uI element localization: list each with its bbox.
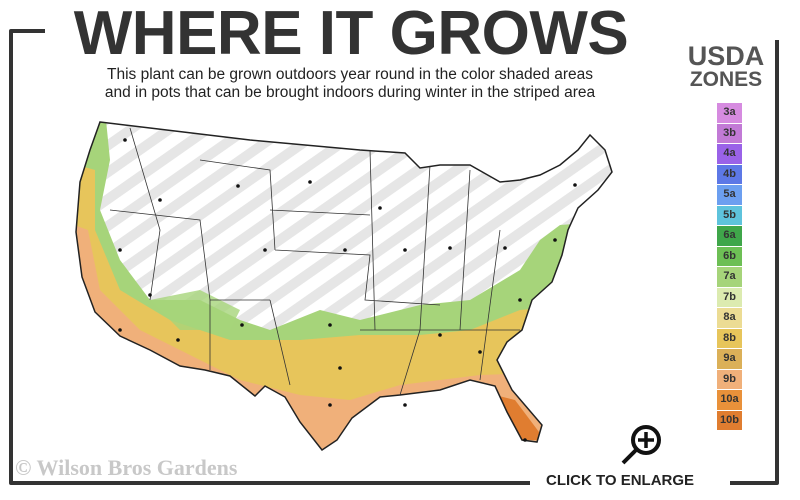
legend-title-zones: ZONES <box>689 68 763 91</box>
map-regions <box>76 122 612 450</box>
legend-backdrop <box>655 20 780 40</box>
zone-legend: 3a 3b 4a 4b 5a 5b 6a 6b 7a 7b 8a 8b 9a 9b 10a 10b <box>717 103 742 431</box>
subtitle-line-1: This plant can be grown outdoors year ro… <box>107 66 593 83</box>
city-markers <box>118 138 577 442</box>
zone-swatch-3a: 3a <box>717 103 742 123</box>
page-title: WHERE IT GROWS <box>73 0 629 68</box>
zone-swatch-9a: 9a <box>717 349 742 369</box>
click-to-enlarge-button[interactable]: CLICK TO ENLARGE <box>546 472 695 489</box>
enlarge-backdrop <box>530 478 730 492</box>
legend-title: USDA ZONES <box>670 41 782 92</box>
zoom-in-icon[interactable] <box>620 422 666 466</box>
subtitle: This plant can be grown outdoors year ro… <box>60 66 640 102</box>
zone-swatch-8a: 8a <box>717 308 742 328</box>
subtitle-line-2: and in pots that can be brought indoors … <box>104 84 596 101</box>
legend-title-usda: USDA <box>687 41 765 71</box>
zone-swatch-5b: 5b <box>717 205 742 225</box>
zone-swatch-8b: 8b <box>717 328 742 348</box>
copyright-credit: © Wilson Bros Gardens <box>15 455 238 480</box>
title-backdrop <box>45 20 655 40</box>
zone-swatch-4a: 4a <box>717 144 742 164</box>
zone-swatch-10b: 10b <box>717 410 742 430</box>
zone-swatch-7b: 7b <box>717 287 742 307</box>
zone-swatch-6b: 6b <box>717 246 742 266</box>
state-borders <box>109 127 520 396</box>
zone-swatch-10a: 10a <box>717 390 742 410</box>
zone-swatch-9b: 9b <box>717 369 742 389</box>
zone-swatch-5a: 5a <box>717 185 742 205</box>
zone-swatch-3b: 3b <box>717 123 742 143</box>
zone-swatch-4b: 4b <box>717 164 742 184</box>
zone-swatch-6a: 6a <box>717 226 742 246</box>
zone-swatch-7a: 7a <box>717 267 742 287</box>
